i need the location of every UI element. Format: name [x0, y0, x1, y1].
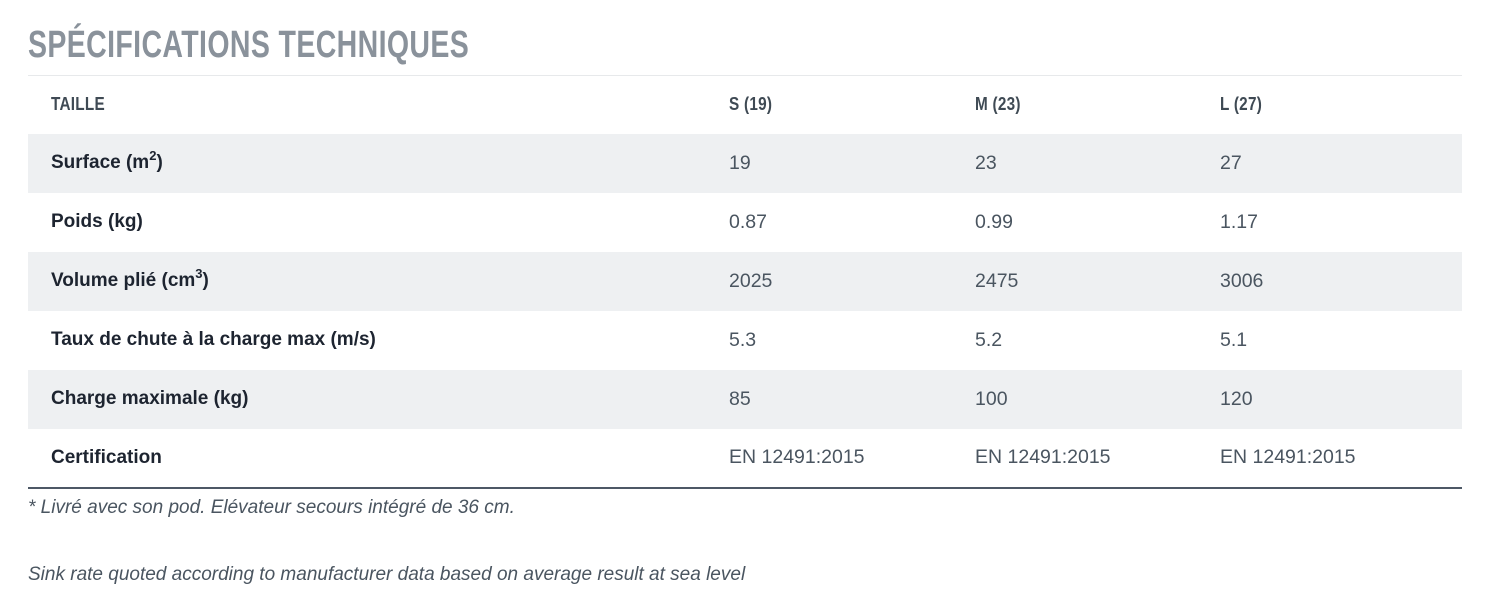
technical-specs-section: SPÉCIFICATIONS TECHNIQUES TAILLE S (19) …	[28, 24, 1472, 585]
table-row-charge-maximale: Charge maximale (kg) 85 100 120	[28, 369, 1462, 429]
spec-value: 5.1	[1220, 328, 1248, 351]
spec-value: 1.17	[1220, 210, 1258, 233]
spec-value: 5.3	[729, 328, 757, 351]
spec-value: EN 12491:2015	[729, 446, 865, 468]
spec-value: 2025	[729, 269, 773, 292]
spec-value: 23	[975, 151, 997, 174]
table-row-taux-de-chute: Taux de chute à la charge max (m/s) 5.3 …	[28, 311, 1462, 370]
spec-value: EN 12491:2015	[1220, 446, 1356, 468]
spec-value: 85	[729, 387, 751, 410]
spec-value: EN 12491:2015	[975, 446, 1111, 468]
specs-table: TAILLE S (19) M (23) L (27) Surface (m2)…	[28, 75, 1462, 489]
table-row-certification: Certification EN 12491:2015 EN 12491:201…	[28, 429, 1462, 488]
spec-value: 0.87	[729, 210, 767, 233]
spec-value: 100	[975, 387, 1008, 410]
spec-value: 0.99	[975, 210, 1013, 233]
spec-label: Certification	[51, 446, 162, 468]
spec-label: Volume plié (cm3)	[51, 265, 209, 291]
table-row-poids: Poids (kg) 0.87 0.99 1.17	[28, 193, 1462, 252]
superscript: 2	[149, 147, 157, 163]
spec-value: 2475	[975, 269, 1019, 292]
spec-value: 120	[1220, 387, 1253, 410]
spec-value: 5.2	[975, 328, 1003, 351]
section-title: SPÉCIFICATIONS TECHNIQUES	[28, 24, 1472, 66]
spec-label: Surface (m2)	[51, 147, 163, 173]
section-title-text: SPÉCIFICATIONS TECHNIQUES	[28, 24, 470, 66]
sink-rate-footnote: Sink rate quoted according to manufactur…	[28, 563, 746, 585]
spec-value: 3006	[1220, 269, 1264, 292]
spec-value: 27	[1220, 151, 1242, 174]
spec-value: 19	[729, 151, 751, 174]
spec-label: Charge maximale (kg)	[51, 388, 249, 409]
table-row-volume: Volume plié (cm3) 2025 2475 3006	[28, 251, 1462, 311]
spec-label: Poids (kg)	[51, 211, 143, 232]
superscript: 3	[195, 265, 203, 281]
spec-label: Taux de chute à la charge max (m/s)	[51, 329, 376, 350]
table-row-surface: Surface (m2) 19 23 27	[28, 133, 1462, 193]
pod-footnote: * Livré avec son pod. Elévateur secours …	[28, 496, 515, 518]
column-header-size-s: S (19)	[729, 94, 773, 115]
column-header-size-l: L (27)	[1220, 94, 1263, 115]
table-header-row: TAILLE S (19) M (23) L (27)	[28, 76, 1462, 134]
column-header-size-m: M (23)	[975, 94, 1021, 115]
column-header-taille: TAILLE	[51, 94, 105, 115]
